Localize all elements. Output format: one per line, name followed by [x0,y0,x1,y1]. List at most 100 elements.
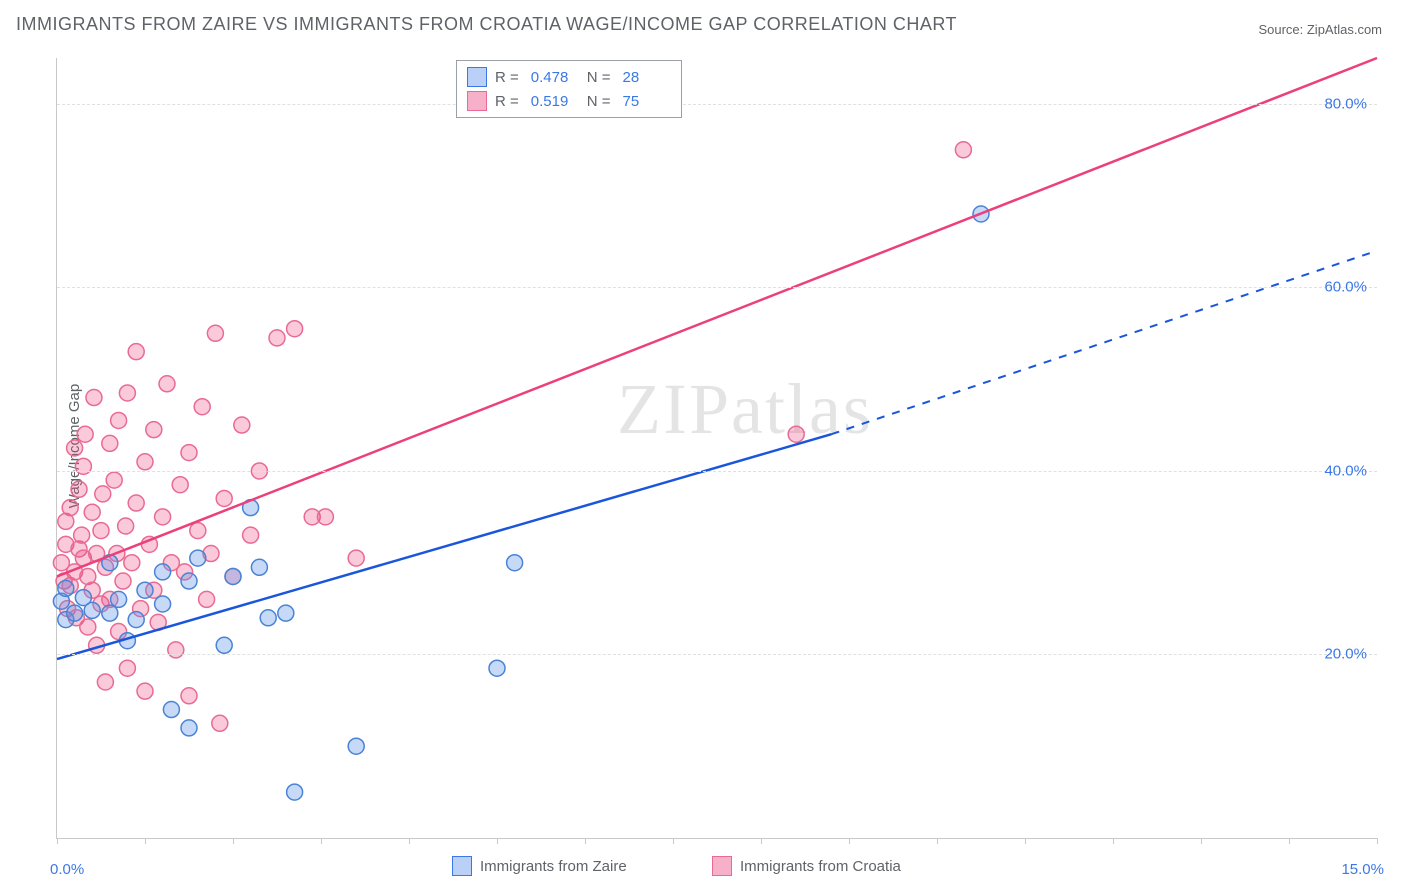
series-legend-label: Immigrants from Croatia [740,858,901,875]
data-point [181,720,197,736]
data-point [955,142,971,158]
data-point [128,344,144,360]
regression-line-extrapolated [831,251,1377,435]
legend-row: R = 0.478 N = 28 [467,65,671,89]
x-tick [849,838,850,844]
legend-r-label: R = [495,69,519,86]
data-point [489,660,505,676]
regression-line [57,434,831,659]
legend-r-label: R = [495,93,519,110]
data-point [207,325,223,341]
swatch-icon [452,856,472,876]
x-tick [409,838,410,844]
data-point [348,738,364,754]
x-tick [1201,838,1202,844]
data-point [507,555,523,571]
x-tick [1025,838,1026,844]
data-point [155,509,171,525]
swatch-icon [467,67,487,87]
data-point [80,619,96,635]
x-tick [1377,838,1378,844]
data-point [155,596,171,612]
legend-r-value: 0.519 [531,93,579,110]
x-tick [233,838,234,844]
source-label: Source: ZipAtlas.com [1258,22,1382,37]
data-point [212,715,228,731]
data-point [71,481,87,497]
data-point [119,385,135,401]
y-tick-label: 80.0% [1324,95,1367,112]
data-point [102,605,118,621]
swatch-icon [712,856,732,876]
data-point [181,688,197,704]
data-point [106,472,122,488]
chart-svg [57,58,1377,838]
data-point [93,523,109,539]
correlation-legend: R = 0.478 N = 28 R = 0.519 N = 75 [456,60,682,118]
data-point [74,527,90,543]
x-tick [585,838,586,844]
data-point [124,555,140,571]
data-point [260,610,276,626]
data-point [194,399,210,415]
data-point [251,559,267,575]
data-point [95,486,111,502]
x-tick-label: 15.0% [1341,861,1384,878]
data-point [287,321,303,337]
x-tick [761,838,762,844]
y-tick-label: 40.0% [1324,462,1367,479]
data-point [102,435,118,451]
data-point [84,602,100,618]
series-legend-item: Immigrants from Zaire [452,856,627,876]
legend-n-label: N = [587,93,611,110]
data-point [278,605,294,621]
series-legend-label: Immigrants from Zaire [480,858,627,875]
data-point [111,591,127,607]
data-point [115,573,131,589]
data-point [58,580,74,596]
data-point [243,527,259,543]
data-point [128,495,144,511]
data-point [86,390,102,406]
data-point [137,582,153,598]
chart-title: IMMIGRANTS FROM ZAIRE VS IMMIGRANTS FROM… [16,14,957,35]
data-point [287,784,303,800]
data-point [234,417,250,433]
data-point [190,523,206,539]
data-point [216,490,232,506]
x-tick [145,838,146,844]
x-tick [937,838,938,844]
x-tick [497,838,498,844]
data-point [181,445,197,461]
swatch-icon [467,91,487,111]
data-point [137,683,153,699]
x-tick-label: 0.0% [50,861,84,878]
data-point [62,500,78,516]
series-legend-item: Immigrants from Croatia [712,856,901,876]
chart-container: IMMIGRANTS FROM ZAIRE VS IMMIGRANTS FROM… [0,0,1406,892]
data-point [155,564,171,580]
data-point [168,642,184,658]
data-point [111,412,127,428]
legend-n-value: 28 [623,69,671,86]
x-tick [673,838,674,844]
data-point [137,454,153,470]
gridline [57,471,1377,472]
legend-n-label: N = [587,69,611,86]
data-point [788,426,804,442]
data-point [348,550,364,566]
data-point [67,605,83,621]
legend-r-value: 0.478 [531,69,579,86]
y-tick-label: 60.0% [1324,279,1367,296]
x-tick [321,838,322,844]
x-tick [1113,838,1114,844]
data-point [159,376,175,392]
plot-area: ZIPatlas 20.0%40.0%60.0%80.0% [56,58,1377,839]
data-point [199,591,215,607]
data-point [67,440,83,456]
data-point [119,660,135,676]
data-point [225,568,241,584]
data-point [172,477,188,493]
data-point [181,573,197,589]
data-point [77,426,93,442]
